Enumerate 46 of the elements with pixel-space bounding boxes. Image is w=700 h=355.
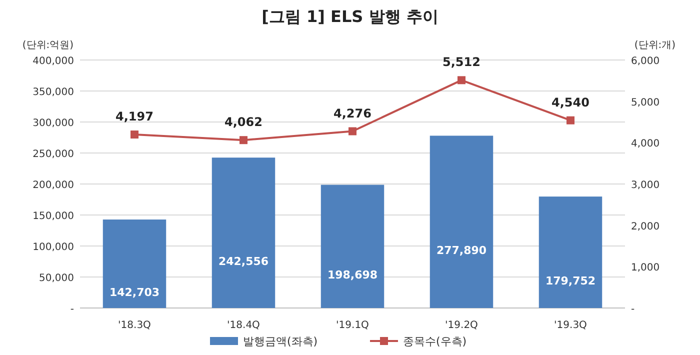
point bbox=[458, 76, 466, 84]
x-tick-label: '19.1Q bbox=[336, 320, 370, 331]
y-tick-label: 150,000 bbox=[32, 211, 74, 222]
y-tick-label: 200,000 bbox=[32, 180, 74, 191]
y-tick-label: 300,000 bbox=[32, 118, 74, 129]
y2-tick-label: 2,000 bbox=[631, 221, 660, 232]
data-label: 179,752 bbox=[545, 274, 596, 288]
y2-tick-label: 4,000 bbox=[631, 138, 660, 150]
y-tick-label: 350,000 bbox=[32, 87, 74, 98]
x-tick-label: '19.2Q bbox=[445, 320, 478, 331]
y2-tick-label: 3,000 bbox=[631, 180, 660, 191]
y2-tick-label: 6,000 bbox=[631, 56, 660, 67]
y2-tick-label: 5,000 bbox=[631, 97, 660, 108]
y-tick-label: 250,000 bbox=[32, 149, 74, 160]
point bbox=[130, 130, 138, 139]
point bbox=[240, 136, 248, 144]
y2-tick-label: - bbox=[631, 304, 635, 315]
x-tick-label: '19.3Q bbox=[554, 320, 588, 331]
y2-axis-title: (단위:개) bbox=[634, 40, 676, 51]
data-label: 4,540 bbox=[552, 95, 590, 110]
point bbox=[348, 127, 356, 136]
data-label: 198,698 bbox=[327, 268, 378, 282]
legend-label: 발행금액(좌측) bbox=[243, 335, 318, 348]
y-tick-label: 100,000 bbox=[32, 242, 74, 253]
y-axis-title: (단위:억원) bbox=[22, 40, 74, 51]
x-tick-label: '18.4Q bbox=[227, 320, 260, 331]
y-tick-label: 400,000 bbox=[32, 56, 74, 67]
bar bbox=[212, 158, 276, 308]
bar bbox=[538, 196, 602, 308]
bar bbox=[102, 220, 166, 308]
data-label: 5,512 bbox=[442, 55, 480, 70]
x-tick-label: '18.3Q bbox=[118, 320, 152, 331]
y-tick-label: 50,000 bbox=[39, 273, 74, 284]
y-tick-label: - bbox=[70, 304, 74, 315]
data-label: 4,276 bbox=[334, 106, 372, 120]
chart-title: [그림 1] ELS 발행 추이 bbox=[262, 7, 438, 26]
data-label: 4,197 bbox=[116, 110, 154, 124]
data-label: 277,890 bbox=[436, 244, 487, 257]
legend-label: 종목수(우측) bbox=[403, 335, 467, 348]
data-label: 242,556 bbox=[218, 254, 269, 268]
data-label: 4,062 bbox=[224, 115, 262, 130]
bar bbox=[320, 184, 384, 308]
y2-tick-label: 1,000 bbox=[631, 262, 660, 274]
bar bbox=[430, 136, 494, 308]
point bbox=[566, 116, 574, 124]
data-label: 142,703 bbox=[109, 286, 160, 299]
